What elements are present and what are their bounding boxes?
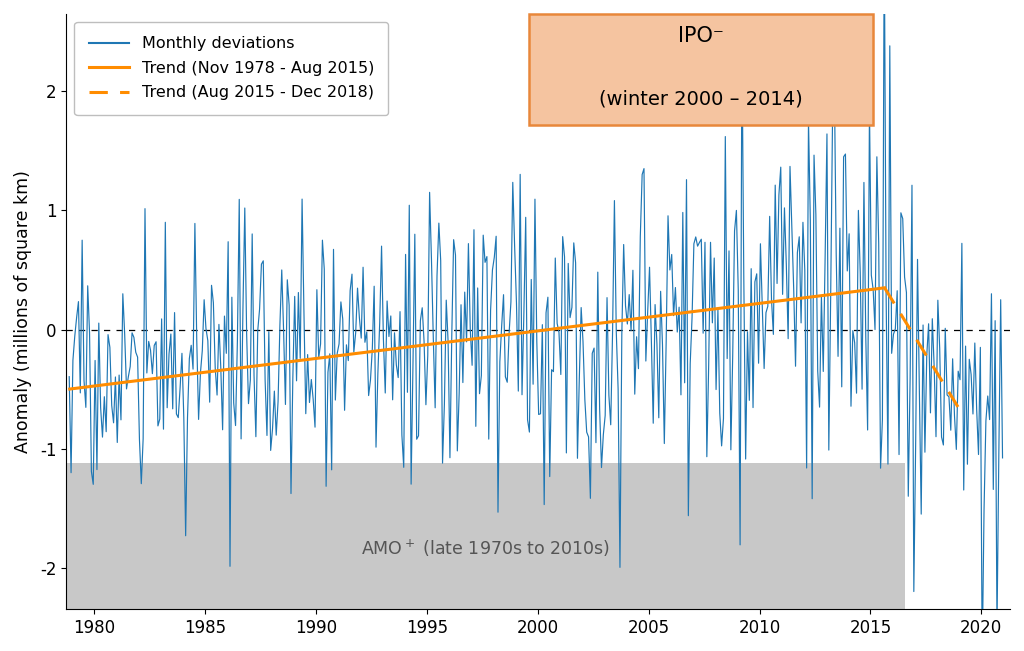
FancyBboxPatch shape xyxy=(528,14,872,124)
Text: AMO$^+$ (late 1970s to 2010s): AMO$^+$ (late 1970s to 2010s) xyxy=(361,538,610,559)
Text: IPO⁻: IPO⁻ xyxy=(678,26,724,46)
Text: (winter 2000 – 2014): (winter 2000 – 2014) xyxy=(599,90,803,109)
Legend: Monthly deviations, Trend (Nov 1978 - Aug 2015), Trend (Aug 2015 - Dec 2018): Monthly deviations, Trend (Nov 1978 - Au… xyxy=(75,22,388,115)
Y-axis label: Anomaly (millions of square km): Anomaly (millions of square km) xyxy=(14,170,32,453)
